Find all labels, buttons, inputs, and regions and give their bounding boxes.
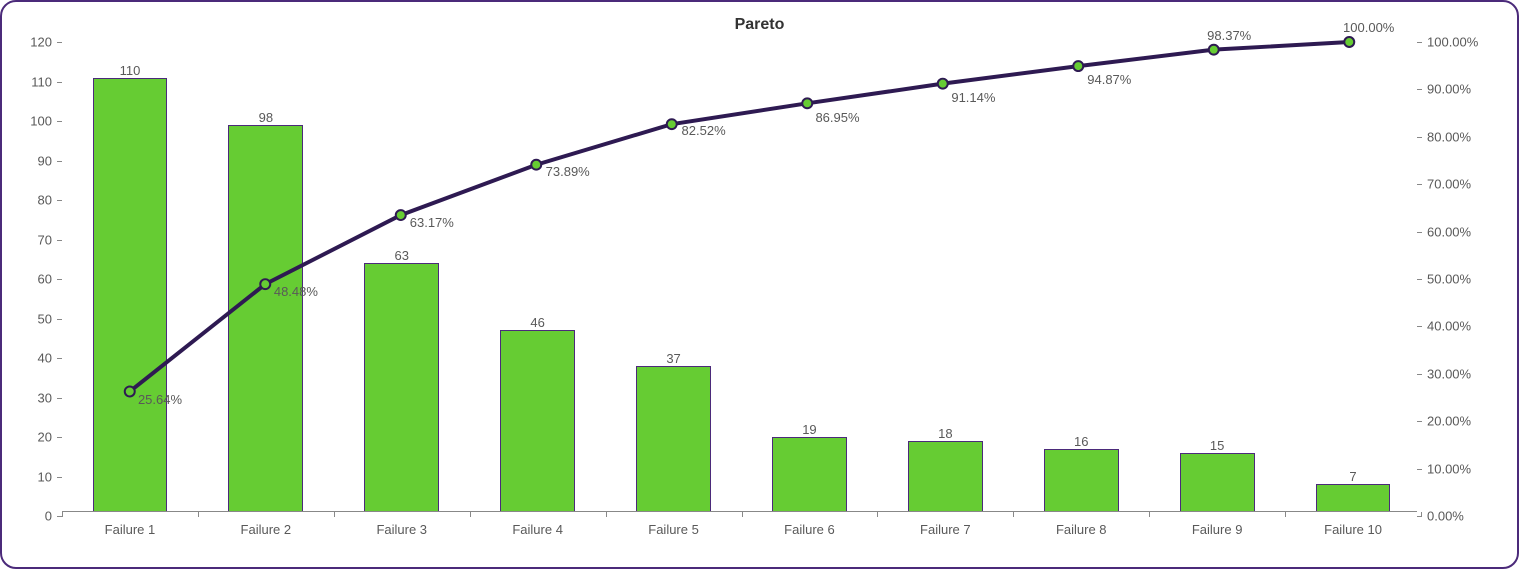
pareto-chart: Pareto 0 10 20 30 40 50 60 70 80 90 100 110 120 0.00… (0, 0, 1519, 569)
cumulative-line (130, 42, 1350, 391)
line-value-label: 48.48% (274, 284, 318, 299)
x-tick-mark (198, 512, 199, 517)
y-right-tick-mark (1417, 137, 1422, 138)
x-tick-label: Failure 2 (241, 522, 292, 537)
x-tick-label: Failure 9 (1192, 522, 1243, 537)
x-tick-mark (1149, 512, 1150, 517)
line-marker (1209, 45, 1219, 55)
y-axis-left: 0102030405060708090100110120 (2, 42, 62, 512)
x-axis: Failure 1 Failure 2 Failure 3 Failure 4 Fail… (62, 512, 1417, 567)
y-left-tick-label: 120 (30, 35, 52, 50)
y-right-tick-mark (1417, 42, 1422, 43)
y-axis-right: 0.00%10.00%20.00%30.00%40.00%50.00%60.00… (1417, 42, 1517, 512)
y-right-tick-label: 90.00% (1427, 82, 1471, 97)
line-value-label: 73.89% (546, 164, 590, 179)
y-right-tick-mark (1417, 279, 1422, 280)
y-left-tick-label: 90 (38, 153, 52, 168)
y-left-tick-label: 10 (38, 469, 52, 484)
x-tick-mark (1421, 512, 1422, 517)
x-tick-mark (606, 512, 607, 517)
y-right-tick-mark (1417, 89, 1422, 90)
y-right-tick-label: 100.00% (1427, 35, 1478, 50)
x-tick-label: Failure 10 (1324, 522, 1382, 537)
line-value-label: 86.95% (815, 110, 859, 125)
line-marker (938, 79, 948, 89)
y-left-tick-label: 20 (38, 430, 52, 445)
line-marker (125, 387, 135, 397)
y-left-tick-label: 100 (30, 114, 52, 129)
x-tick-mark (470, 512, 471, 517)
x-tick-label: Failure 4 (512, 522, 563, 537)
line-value-label: 91.14% (951, 90, 995, 105)
y-left-tick-label: 60 (38, 272, 52, 287)
x-tick-label: Failure 7 (920, 522, 971, 537)
x-tick-label: Failure 1 (105, 522, 156, 537)
line-value-label: 25.64% (138, 392, 182, 407)
y-right-tick-mark (1417, 421, 1422, 422)
x-tick-label: Failure 3 (376, 522, 427, 537)
x-tick-mark (1285, 512, 1286, 517)
line-marker (260, 279, 270, 289)
y-right-tick-label: 10.00% (1427, 461, 1471, 476)
chart-title: Pareto (2, 16, 1517, 34)
x-tick-label: Failure 6 (784, 522, 835, 537)
y-left-tick-label: 0 (45, 509, 52, 524)
y-right-tick-label: 80.00% (1427, 129, 1471, 144)
line-value-label: 98.37% (1207, 28, 1251, 43)
line-marker (531, 160, 541, 170)
x-tick-mark (877, 512, 878, 517)
plot-area: 11098634637191816157 25.64%48.48%63.17%7… (62, 42, 1417, 512)
x-tick-mark (742, 512, 743, 517)
y-right-tick-label: 60.00% (1427, 224, 1471, 239)
y-left-tick-label: 30 (38, 390, 52, 405)
y-right-tick-mark (1417, 374, 1422, 375)
line-marker (802, 98, 812, 108)
y-right-tick-label: 20.00% (1427, 414, 1471, 429)
x-tick-mark (1013, 512, 1014, 517)
y-left-tick-label: 50 (38, 311, 52, 326)
line-value-label: 100.00% (1343, 20, 1394, 35)
y-right-tick-label: 40.00% (1427, 319, 1471, 334)
y-left-tick-label: 70 (38, 232, 52, 247)
x-tick-mark (334, 512, 335, 517)
y-right-tick-mark (1417, 232, 1422, 233)
y-right-tick-label: 70.00% (1427, 177, 1471, 192)
y-left-tick-label: 110 (31, 74, 52, 89)
y-right-tick-mark (1417, 326, 1422, 327)
y-left-tick-label: 80 (38, 193, 52, 208)
line-marker (1344, 37, 1354, 47)
x-tick-label: Failure 5 (648, 522, 699, 537)
line-value-label: 94.87% (1087, 72, 1131, 87)
line-value-label: 82.52% (682, 123, 726, 138)
y-right-tick-mark (1417, 184, 1422, 185)
line-marker (667, 119, 677, 129)
line-marker (1073, 61, 1083, 71)
x-tick-label: Failure 8 (1056, 522, 1107, 537)
line-marker (396, 210, 406, 220)
x-tick-mark (62, 512, 63, 517)
y-right-tick-label: 0.00% (1427, 509, 1464, 524)
line-layer (62, 42, 1417, 512)
y-right-tick-label: 50.00% (1427, 272, 1471, 287)
line-value-label: 63.17% (410, 215, 454, 230)
y-right-tick-label: 30.00% (1427, 366, 1471, 381)
y-right-tick-mark (1417, 469, 1422, 470)
y-left-tick-label: 40 (38, 351, 52, 366)
